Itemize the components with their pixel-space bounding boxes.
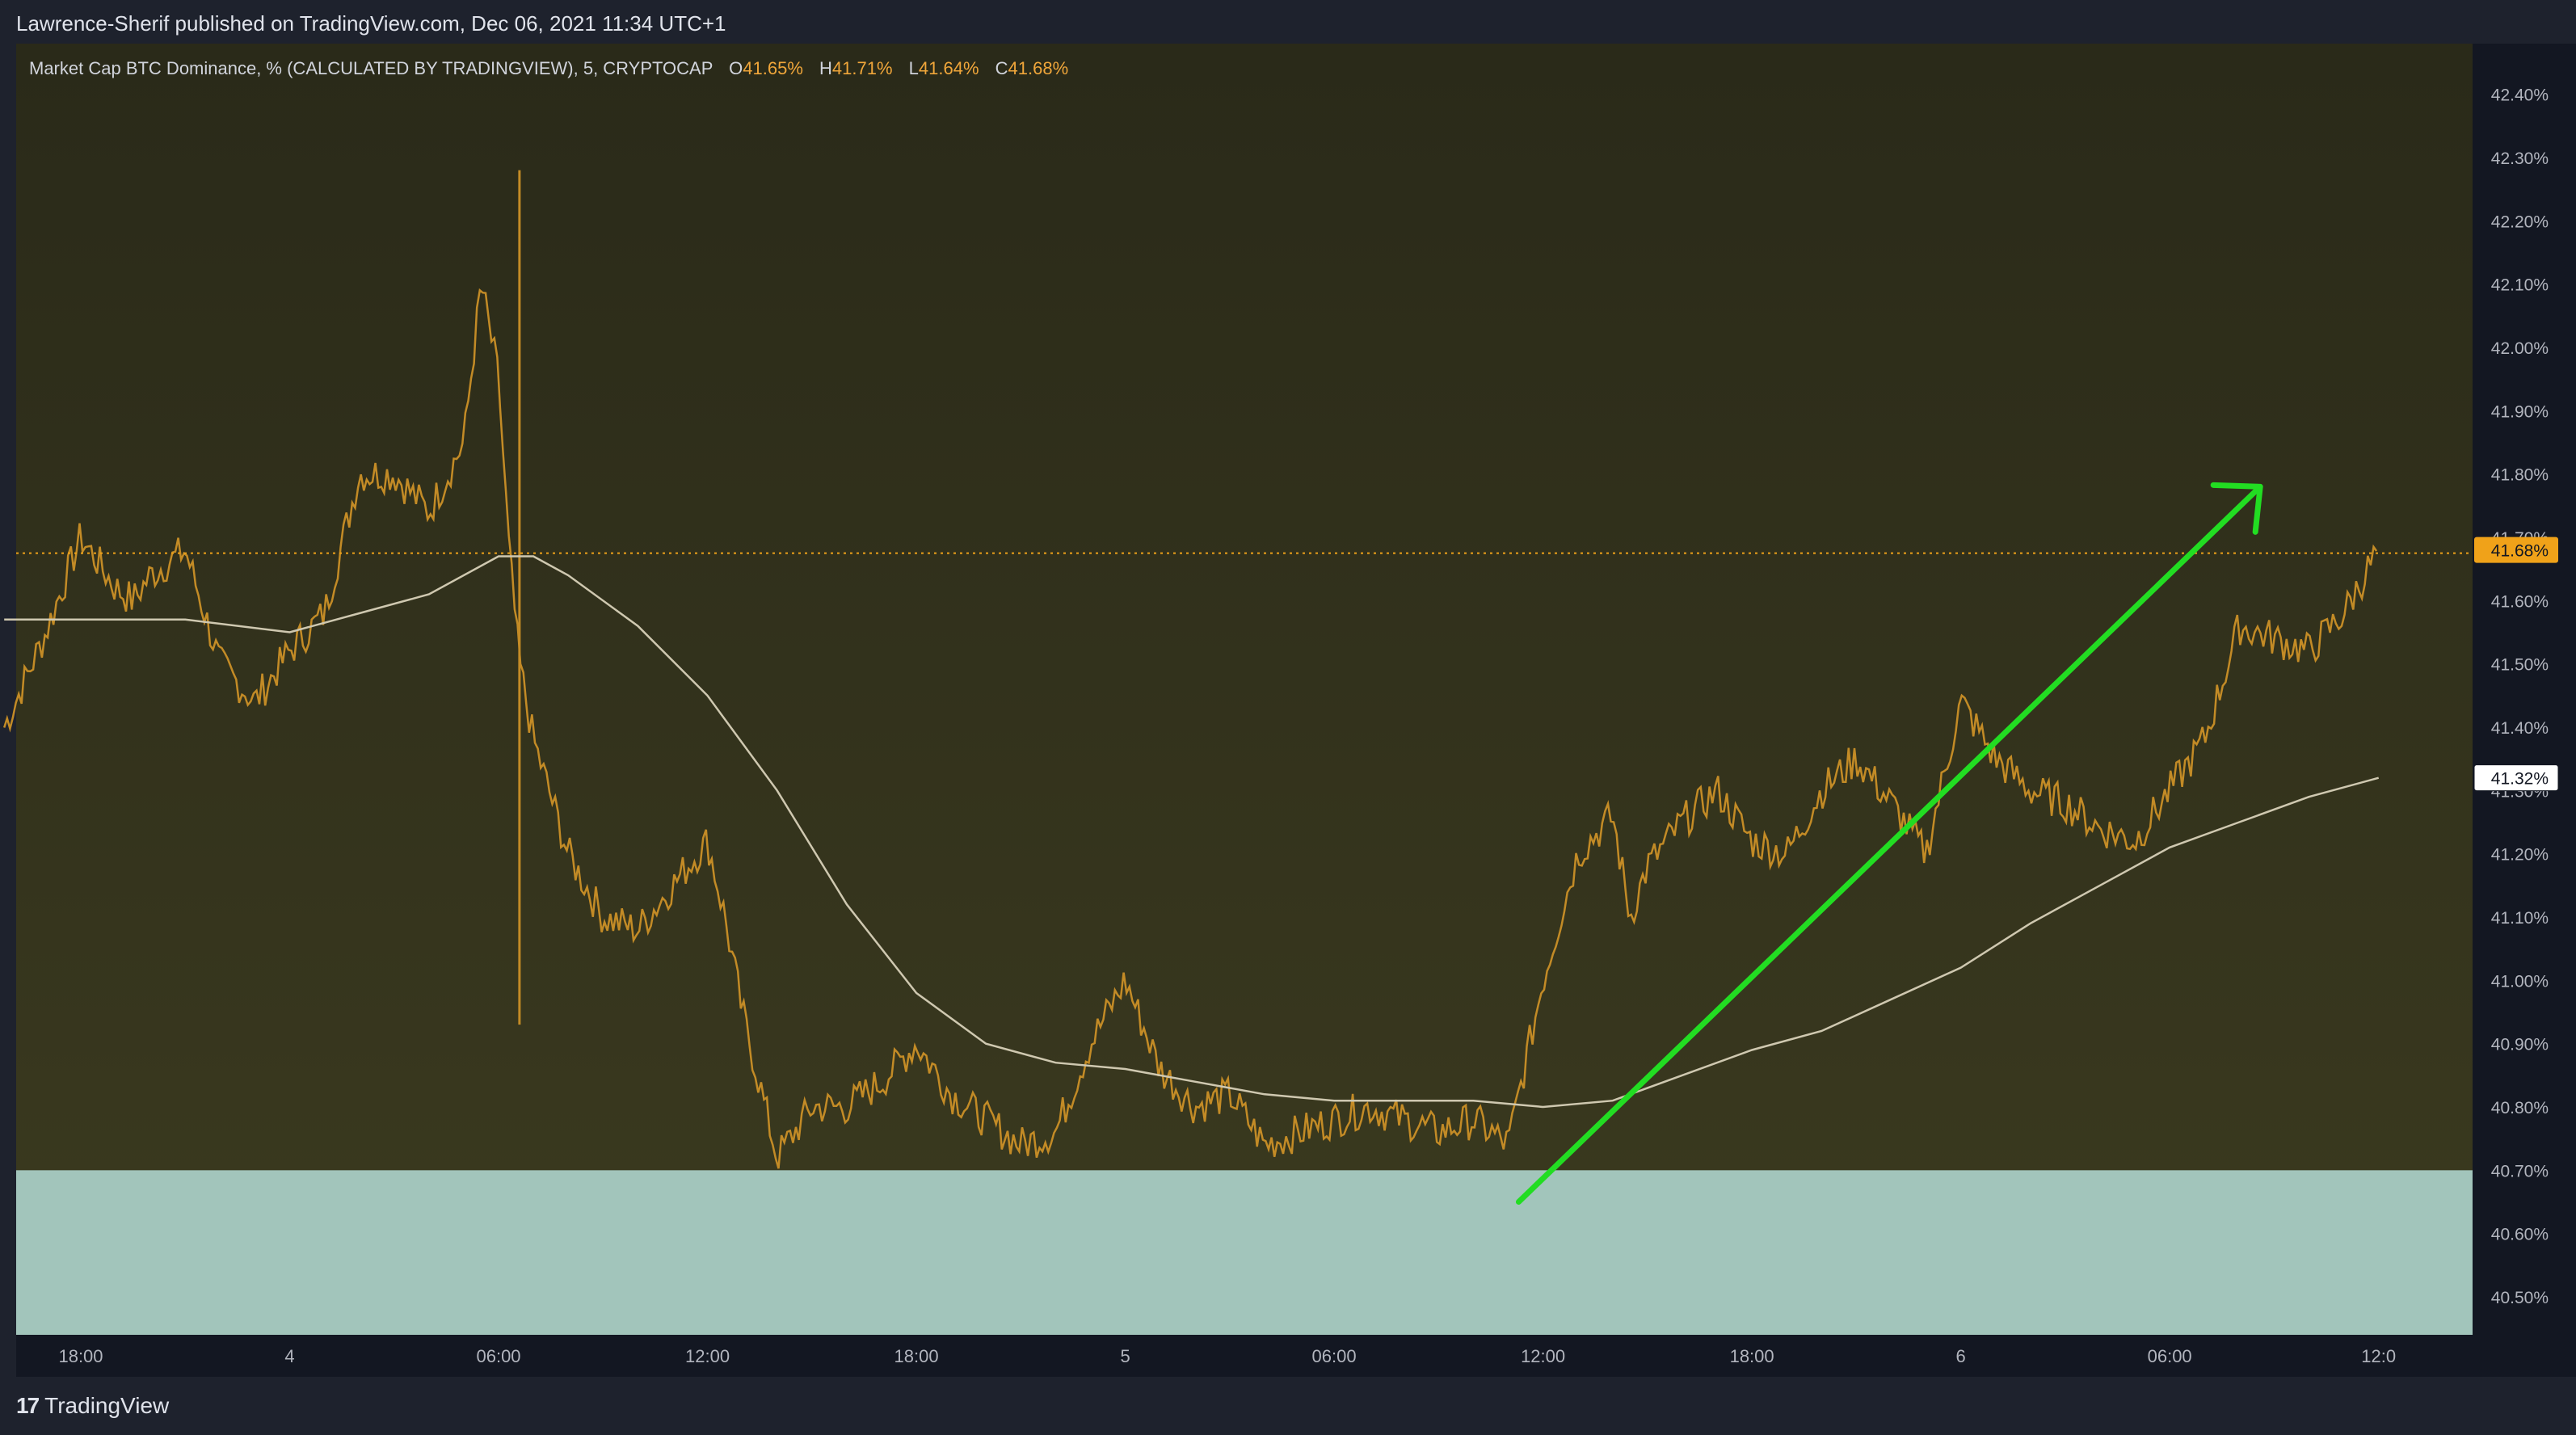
x-tick-label: 12:00: [685, 1346, 730, 1366]
x-tick-label: 18:00: [58, 1346, 103, 1366]
x-tick-label: 06:00: [1312, 1346, 1357, 1366]
x-tick-label: 5: [1120, 1346, 1130, 1366]
x-tick-label: 12:0: [2361, 1346, 2396, 1366]
high-value: 41.71%: [831, 58, 893, 78]
x-tick-label: 06:00: [2148, 1346, 2192, 1366]
y-tick-label: 40.80%: [2491, 1099, 2549, 1117]
y-tick-label: 42.40%: [2491, 86, 2549, 105]
y-tick-label: 41.40%: [2491, 719, 2549, 738]
tradingview-logo[interactable]: 17 TradingView: [16, 1393, 169, 1419]
tradingview-logo-icon: 17: [16, 1393, 40, 1418]
y-tick-label: 42.20%: [2491, 213, 2549, 231]
moving-average-line: [4, 555, 2380, 1109]
x-tick-label: 12:00: [1521, 1346, 1565, 1366]
y-tick-label: 41.10%: [2491, 909, 2549, 928]
price-chart[interactable]: 42.40% 42.30% 42.20% 42.10% 42.00% 41.90% 41.8…: [0, 0, 2576, 1377]
y-tick-label: 40.90%: [2491, 1036, 2549, 1054]
header-bar: Lawrence-Sherif published on TradingView…: [0, 0, 2576, 44]
trend-arrow-shaft[interactable]: [1515, 483, 2263, 1205]
y-tick-label: 40.60%: [2491, 1226, 2549, 1244]
y-tick-label: 41.20%: [2491, 846, 2549, 865]
trend-arrow-head[interactable]: [2210, 482, 2263, 535]
last-price-tag: [2474, 537, 2558, 563]
low-label: L: [908, 58, 919, 78]
plot-background: [16, 44, 2473, 1335]
ma-value-tag: [2473, 764, 2559, 792]
support-zone: [16, 1170, 2473, 1335]
y-tick-label: 41.60%: [2491, 592, 2549, 611]
publish-info: Lawrence-Sherif published on TradingView…: [16, 11, 726, 36]
x-tick-label: 06:00: [476, 1346, 520, 1366]
x-tick-label: 18:00: [894, 1346, 939, 1366]
x-tick-label: 6: [1956, 1346, 1966, 1366]
x-tick-label: 4: [284, 1346, 294, 1366]
open-label: O: [729, 58, 743, 78]
y-tick-label: 41.80%: [2491, 466, 2549, 485]
y-tick-label: 41.90%: [2491, 402, 2549, 421]
y-tick-label: 42.10%: [2491, 276, 2549, 295]
tradingview-brand: TradingView: [44, 1393, 170, 1418]
last-price-label: 41.68%: [2491, 542, 2549, 561]
symbol-description: Market Cap BTC Dominance, % (CALCULATED …: [29, 58, 713, 78]
price-axis[interactable]: [2473, 44, 2560, 1335]
low-value: 41.64%: [918, 58, 979, 78]
time-axis[interactable]: [16, 1335, 2473, 1377]
y-tick-label: 40.50%: [2491, 1289, 2549, 1307]
close-value: 41.68%: [1008, 58, 1069, 78]
x-tick-label: 18:00: [1730, 1346, 1774, 1366]
open-value: 41.65%: [743, 58, 803, 78]
chart-legend: Market Cap BTC Dominance, % (CALCULATED …: [29, 58, 1068, 79]
y-tick-label: 41.00%: [2491, 972, 2549, 991]
ma-value-label: 41.32%: [2491, 770, 2549, 789]
price-series-line: [3, 288, 2378, 1169]
y-tick-label: 41.50%: [2491, 656, 2549, 675]
y-tick-label: 40.70%: [2491, 1162, 2549, 1180]
high-label: H: [819, 58, 832, 78]
y-tick-label: 42.30%: [2491, 149, 2549, 168]
footer-bar: 17 TradingView: [0, 1377, 2576, 1435]
close-label: C: [995, 58, 1008, 78]
y-tick-label: 42.00%: [2491, 339, 2549, 358]
